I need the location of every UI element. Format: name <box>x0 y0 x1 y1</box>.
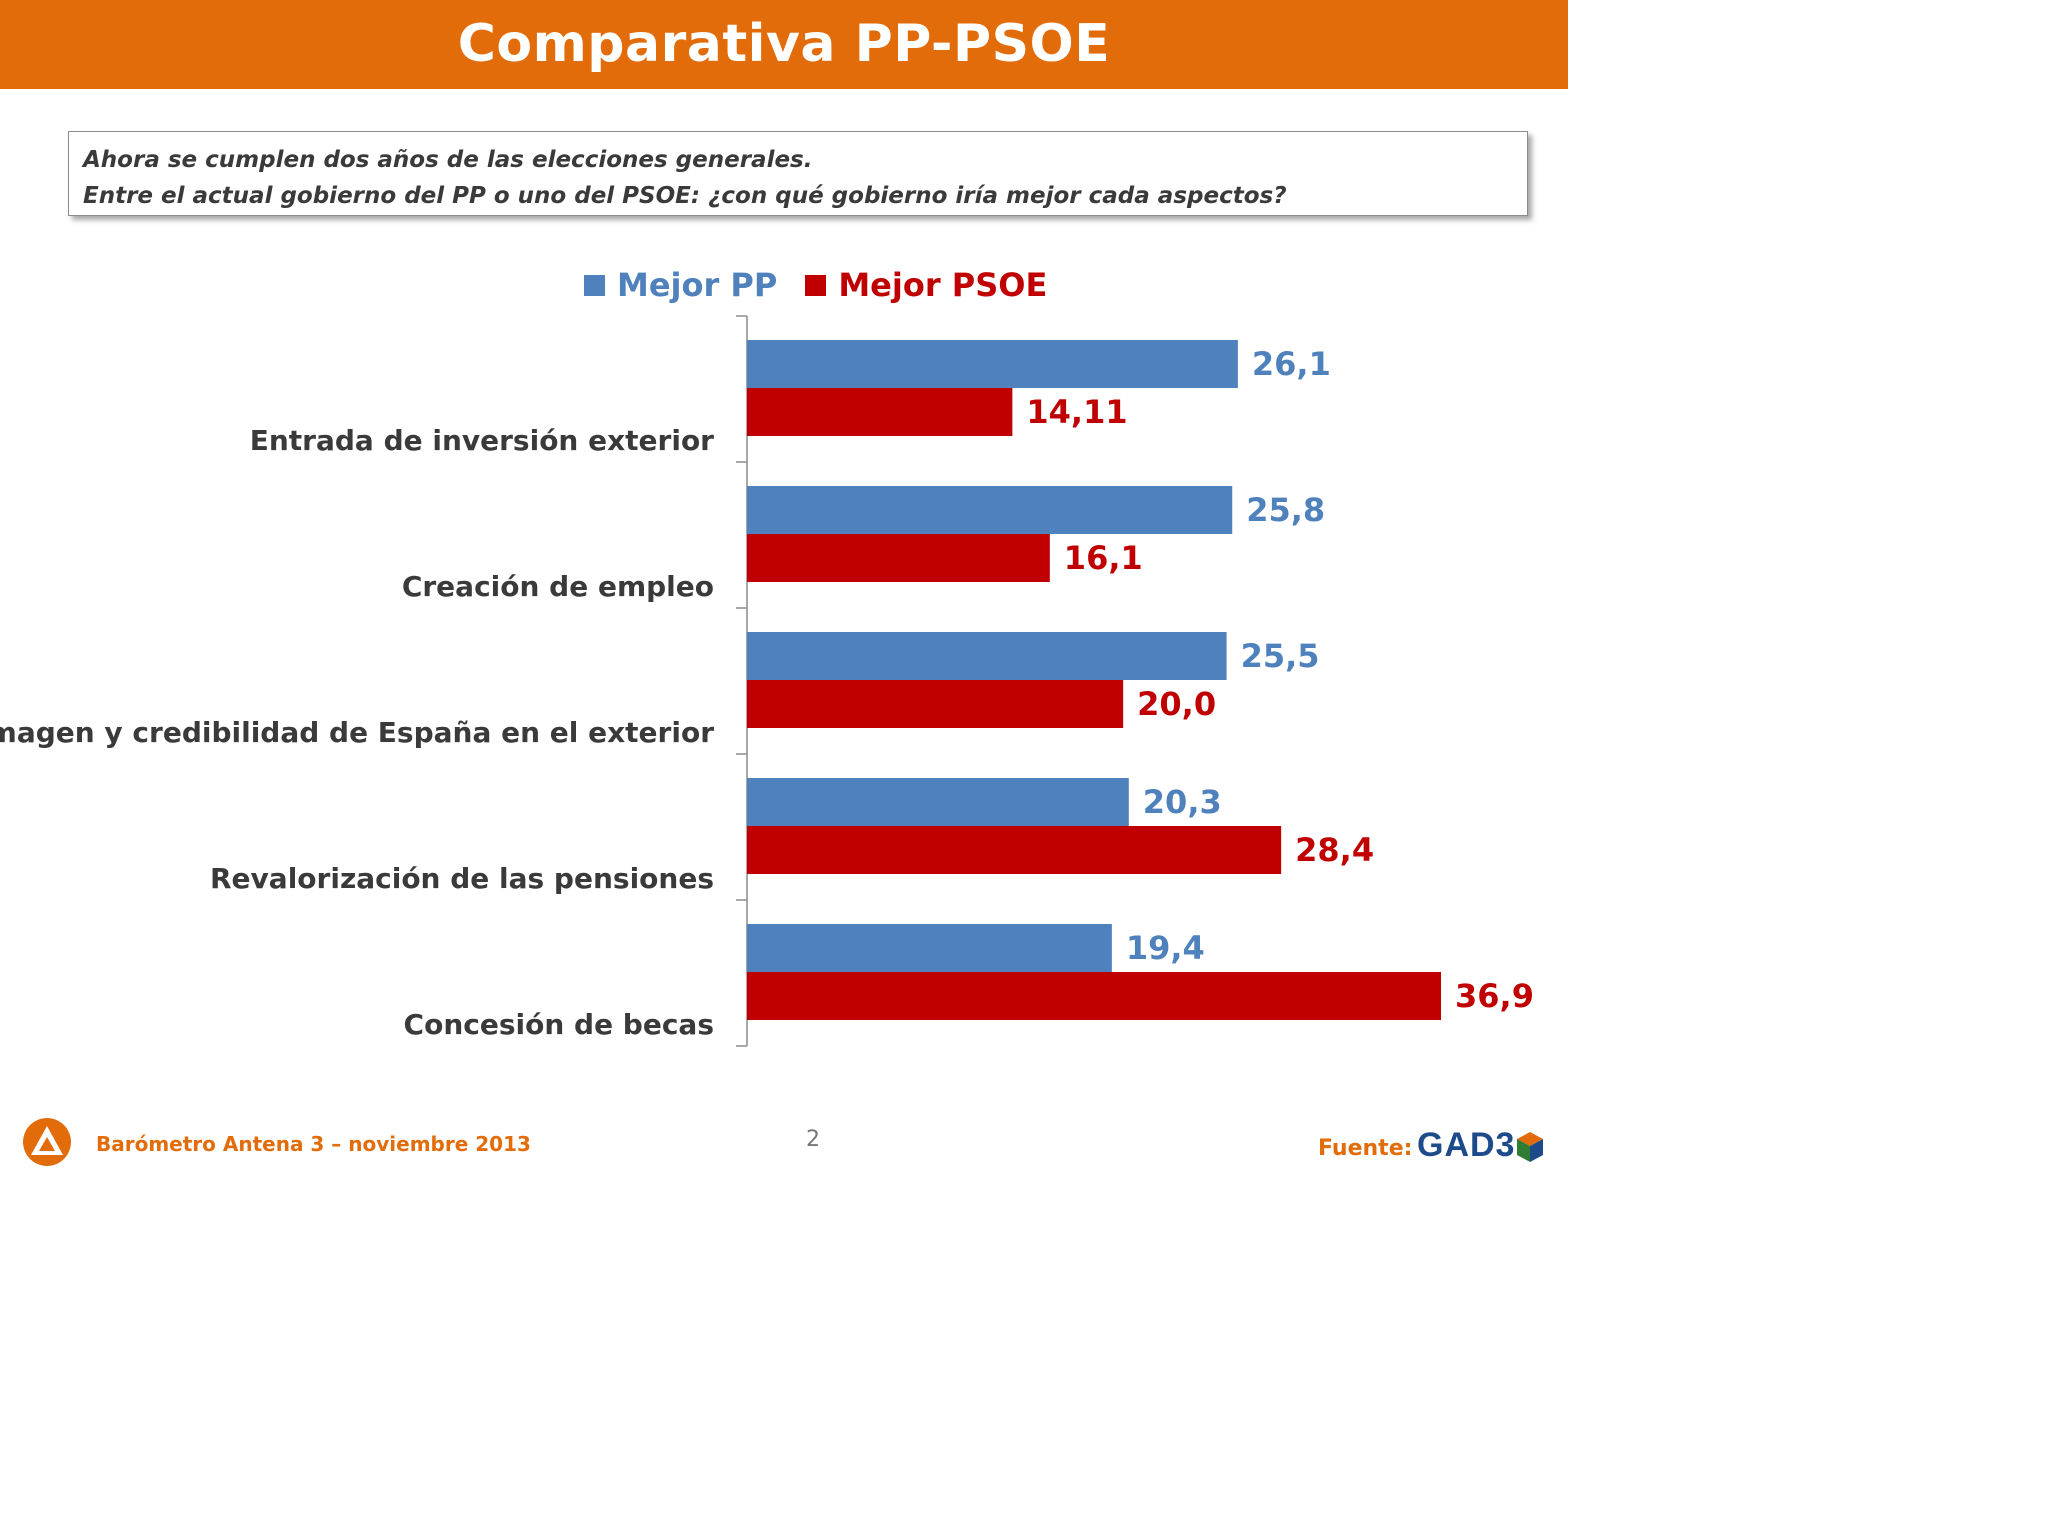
question-box: Ahora se cumplen dos años de las eleccio… <box>68 131 1528 216</box>
legend-label-psoe: Mejor PSOE <box>838 266 1048 304</box>
bar-psoe <box>747 534 1050 582</box>
bar-pp <box>747 924 1112 972</box>
bar-pp <box>747 486 1233 534</box>
gad3-cube-icon <box>1517 1132 1543 1162</box>
page-number: 2 <box>806 1127 820 1152</box>
category-label: Imagen y credibilidad de España en el ex… <box>0 716 714 749</box>
data-label-psoe: 28,4 <box>1295 831 1374 869</box>
bar-psoe <box>747 972 1441 1020</box>
slide-header: Comparativa PP-PSOE <box>0 0 1568 89</box>
data-label-pp: 26,1 <box>1252 345 1331 383</box>
data-label-pp: 25,5 <box>1241 637 1320 675</box>
category-label: Creación de empleo <box>402 570 714 603</box>
legend-item-psoe: Mejor PSOE <box>805 266 1047 304</box>
fuente-label: Fuente: <box>1318 1136 1413 1161</box>
data-label-pp: 25,8 <box>1246 491 1325 529</box>
bar-psoe <box>747 826 1282 874</box>
slide-title: Comparativa PP-PSOE <box>457 14 1111 74</box>
data-label-psoe: 20,0 <box>1137 685 1216 723</box>
footer-source-title: Barómetro Antena 3 – noviembre 2013 <box>96 1132 531 1156</box>
bar-chart: 26,1 14,11 Entrada de inversión exterior 25… <box>0 315 1534 1047</box>
legend-label-pp: Mejor PP <box>617 266 778 304</box>
bar-pp <box>747 340 1238 388</box>
antena3-logo-icon <box>23 1118 71 1166</box>
legend-swatch-psoe <box>805 274 827 296</box>
bar-pp <box>747 632 1227 680</box>
category-label: Entrada de inversión exterior <box>250 424 714 457</box>
chart-legend: Mejor PP Mejor PSOE <box>584 262 1075 308</box>
data-label-pp: 20,3 <box>1143 783 1222 821</box>
category-label: Concesión de becas <box>404 1008 714 1041</box>
data-label-psoe: 14,11 <box>1026 393 1127 431</box>
legend-item-pp: Mejor PP <box>584 266 777 304</box>
question-line-2: Entre el actual gobierno del PP o uno de… <box>83 183 1287 209</box>
data-label-psoe: 36,9 <box>1455 977 1534 1015</box>
gad3-brand: GAD3 <box>1417 1126 1516 1164</box>
data-label-psoe: 16,1 <box>1064 539 1143 577</box>
category-label: Revalorización de las pensiones <box>210 862 714 895</box>
legend-swatch-pp <box>584 274 605 296</box>
bar-pp <box>747 778 1129 826</box>
question-line-1: Ahora se cumplen dos años de las eleccio… <box>83 147 813 173</box>
bar-psoe <box>747 388 1013 436</box>
bar-psoe <box>747 680 1124 728</box>
data-label-pp: 19,4 <box>1126 929 1205 967</box>
